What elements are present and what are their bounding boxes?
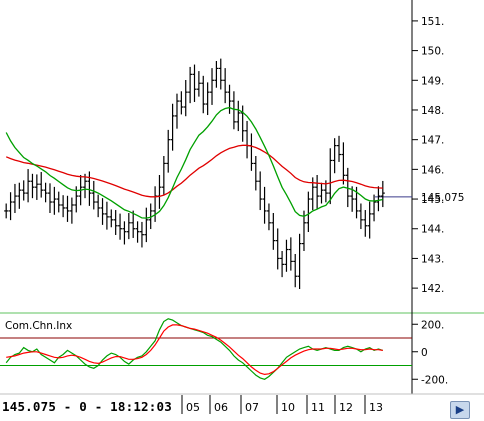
fast-moving-average-line [5, 106, 383, 219]
price-tick-label: 147. [421, 135, 444, 147]
scroll-right-icon[interactable]: ▶ [450, 401, 470, 419]
time-tick-label: 05 [186, 401, 200, 414]
indicator-title: Com.Chn.Inx [5, 320, 73, 332]
price-tick-label: 145. [421, 194, 444, 206]
time-tick-label: 07 [245, 401, 259, 414]
time-tick-label: 06 [214, 401, 228, 414]
indicator-panel: 200. 0 -200. [0, 318, 448, 386]
price-tick-label: 144. [421, 224, 444, 236]
price-tick-label: 149. [421, 75, 444, 87]
time-tick-label: 10 [281, 401, 295, 414]
indicator-tick-label: 200. [421, 319, 444, 331]
status-readout: 145.075 - 0 - 18:12:03 [2, 399, 172, 414]
indicator-tick-label: -200. [421, 374, 448, 386]
last-price-label: 145.075 [421, 192, 464, 204]
time-tick-label: 12 [339, 401, 353, 414]
price-tick-label: 148. [421, 105, 444, 117]
slow-moving-average-line [5, 144, 383, 198]
indicator-slow-line [6, 324, 383, 376]
price-tick-label: 150. [421, 46, 444, 58]
time-tick-label: 13 [369, 401, 383, 414]
price-tick-label: 151. [421, 16, 444, 28]
time-axis: 05 06 07 10 11 12 13 [0, 393, 484, 414]
price-tick-label: 146. [421, 164, 444, 176]
price-panel: 151. 150. 149. 148. 147. 146. 145. 144. 143. 142.… [0, 0, 484, 394]
price-tick-label: 142. [421, 283, 444, 295]
price-tick-label: 143. [421, 253, 444, 265]
time-tick-label: 11 [311, 401, 325, 414]
indicator-tick-label: 0 [421, 347, 428, 359]
